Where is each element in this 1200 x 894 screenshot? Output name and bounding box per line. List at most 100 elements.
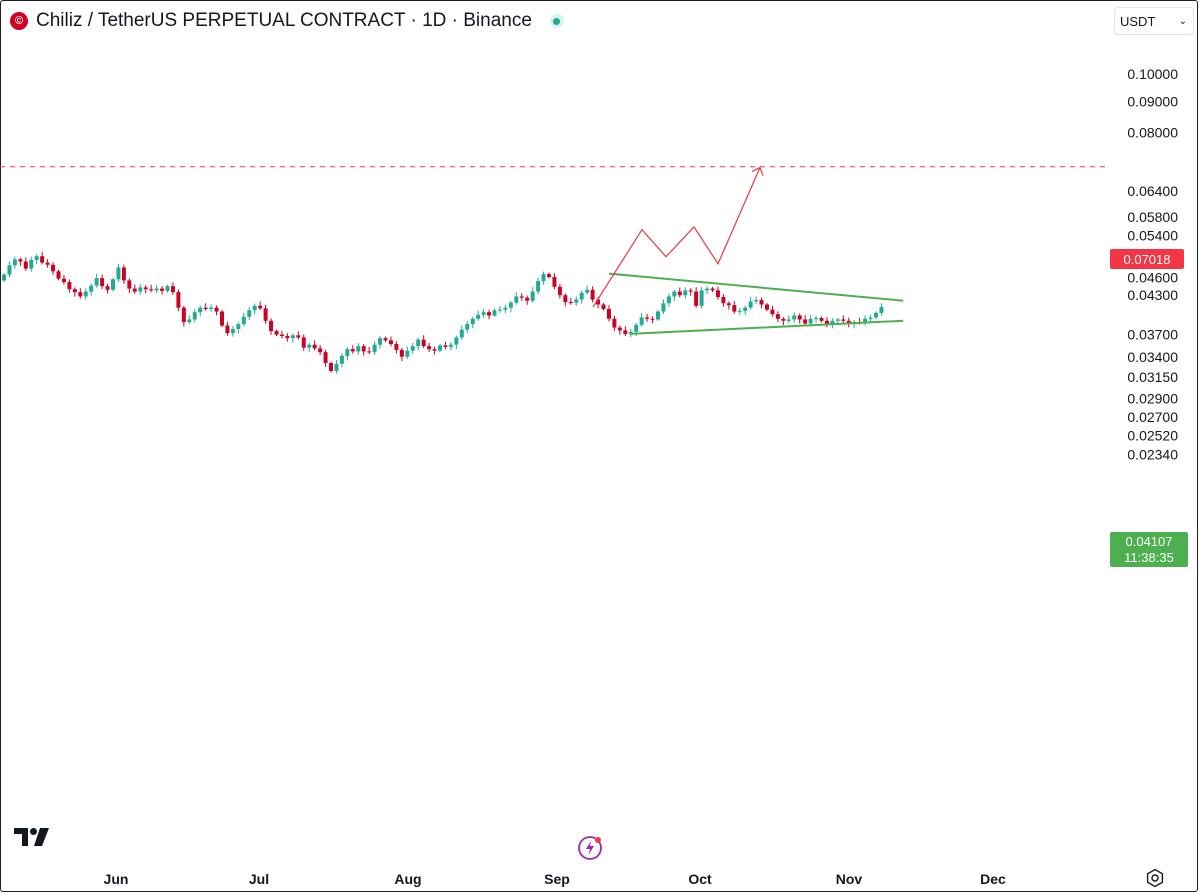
symbol-title[interactable]: Chiliz / TetherUS PERPETUAL CONTRACT · 1… <box>36 10 532 31</box>
candle <box>350 345 355 354</box>
price-tick-label: 0.09000 <box>1127 94 1178 110</box>
candle <box>874 311 878 320</box>
candle <box>645 314 650 322</box>
candle <box>209 304 214 312</box>
candle <box>83 288 88 300</box>
price-tick-label: 0.03150 <box>1127 369 1178 385</box>
candle <box>639 313 644 327</box>
projection-path <box>592 167 761 308</box>
bar-countdown-label: 11:38:35 <box>1124 550 1174 565</box>
candle <box>606 305 611 322</box>
candle <box>623 326 628 337</box>
candle <box>165 284 170 293</box>
currency-label: USDT <box>1120 13 1156 29</box>
candle <box>72 287 77 297</box>
candle <box>792 312 797 323</box>
candle <box>481 308 486 318</box>
candle <box>116 263 121 282</box>
candle <box>748 297 753 310</box>
date-axis: Jun Jul Aug Sep Oct Nov Dec <box>104 871 1006 887</box>
candle <box>56 269 61 281</box>
candle <box>568 297 573 305</box>
candle <box>45 259 50 268</box>
candle <box>661 299 666 315</box>
candle <box>67 279 72 293</box>
candle <box>775 311 780 323</box>
candle <box>290 333 295 343</box>
price-tick-label: 0.08000 <box>1127 124 1178 140</box>
candle <box>492 308 497 318</box>
candle <box>51 262 56 276</box>
candle <box>666 293 671 307</box>
candle <box>198 305 203 317</box>
candle <box>29 256 34 272</box>
date-tick-label: Dec <box>980 871 1006 887</box>
price-tick-label: 0.03700 <box>1127 327 1178 343</box>
candle <box>241 312 246 327</box>
candle <box>557 283 562 299</box>
candle <box>143 285 148 294</box>
candle <box>269 318 274 335</box>
currency-select[interactable]: USDT ⌄ <box>1114 7 1194 35</box>
candle <box>487 309 492 320</box>
candle <box>388 336 393 347</box>
candle <box>830 317 835 329</box>
date-tick-label: Sep <box>544 871 570 887</box>
candle <box>154 285 159 294</box>
candle <box>683 287 688 299</box>
candle <box>23 257 28 271</box>
candle <box>694 287 699 308</box>
triangle-upper-line <box>608 272 904 302</box>
candle <box>541 271 546 285</box>
candle <box>220 309 224 328</box>
candle <box>225 321 230 336</box>
price-tick-label: 0.02520 <box>1127 427 1178 443</box>
candle <box>383 336 388 342</box>
tradingview-logo-icon <box>14 828 49 846</box>
candle <box>258 301 263 311</box>
date-tick-label: Jul <box>249 871 269 887</box>
candle <box>361 343 366 356</box>
chart-header: © Chiliz / TetherUS PERPETUAL CONTRACT ·… <box>10 8 564 34</box>
candle <box>841 315 846 324</box>
candle <box>743 305 748 316</box>
candle <box>105 283 110 294</box>
candle <box>519 293 524 301</box>
price-tick-label: 0.05800 <box>1127 209 1178 225</box>
candle <box>765 302 769 312</box>
candle <box>715 286 720 300</box>
candle <box>399 348 404 362</box>
candle <box>121 264 126 284</box>
candle <box>339 353 344 368</box>
candle <box>677 287 682 298</box>
current-price-tag: 0.04107 11:38:35 <box>1110 532 1188 567</box>
candle <box>274 329 279 337</box>
candle <box>786 315 791 324</box>
flash-icon[interactable] <box>577 835 603 861</box>
date-tick-label: Nov <box>836 871 863 887</box>
projection-arrowhead <box>751 166 764 176</box>
chevron-down-icon: ⌄ <box>1178 15 1187 27</box>
candle <box>721 294 726 307</box>
candle <box>759 297 764 309</box>
candle <box>617 325 622 335</box>
candle <box>170 282 175 295</box>
date-tick-label: Oct <box>688 871 712 887</box>
candle <box>181 305 186 327</box>
candle <box>672 289 677 301</box>
candle <box>2 273 6 282</box>
price-tick-label: 0.04600 <box>1127 270 1178 286</box>
candle <box>814 315 819 323</box>
candle <box>312 340 317 351</box>
settings-icon[interactable] <box>1145 868 1165 888</box>
price-tick-label: 0.05400 <box>1127 228 1178 244</box>
candle <box>7 261 12 278</box>
symmetrical-triangle <box>608 272 904 335</box>
market-status-icon[interactable] <box>549 14 564 28</box>
candle <box>454 335 459 350</box>
triangle-lower-line <box>630 319 904 335</box>
candle <box>699 286 704 309</box>
candle <box>356 343 361 355</box>
date-tick-label: Aug <box>394 871 421 887</box>
